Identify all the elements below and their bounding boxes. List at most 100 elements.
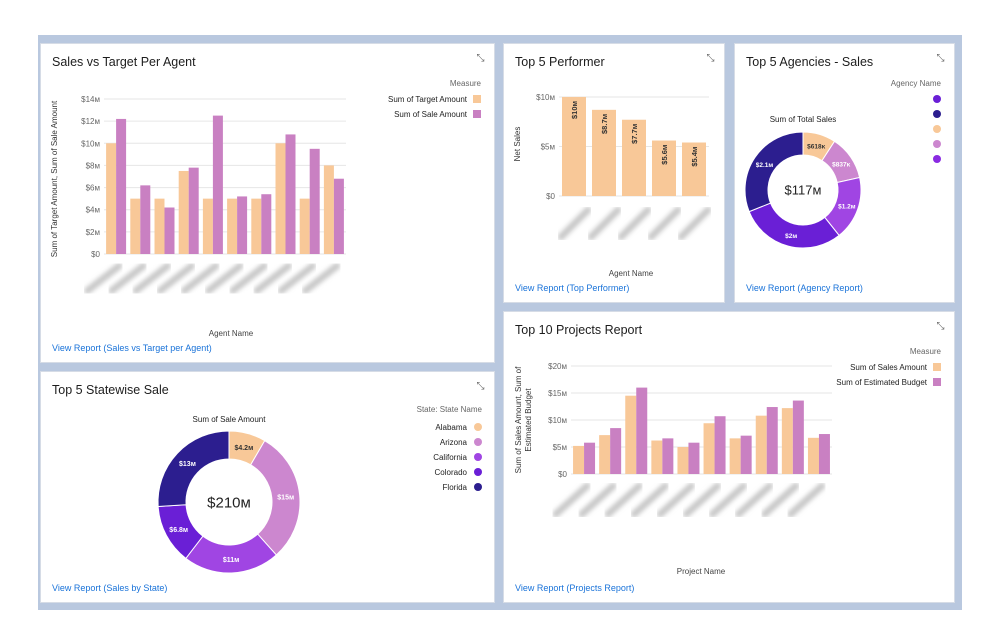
bar xyxy=(106,143,117,254)
blurred-axis-label xyxy=(84,262,123,295)
bar xyxy=(781,408,793,474)
legend-label: Alabama xyxy=(435,423,467,432)
bar xyxy=(285,134,296,254)
view-report-link[interactable]: View Report (Top Performer) xyxy=(515,283,630,293)
legend-swatch xyxy=(933,378,941,386)
legend-swatch xyxy=(474,483,482,491)
donut-center-total: $117м xyxy=(785,183,822,198)
bar xyxy=(275,143,286,254)
bar xyxy=(652,140,676,196)
y-axis-title: Net Sales xyxy=(513,127,522,162)
view-report-link[interactable]: View Report (Sales vs Target per Agent) xyxy=(52,343,212,353)
view-report-link[interactable]: View Report (Sales by State) xyxy=(52,583,168,593)
slice-label: $15м xyxy=(277,494,294,501)
top5-statewise-chart: Sum of Sale Amount $4.2м $15м $11м $6.8м $13м… xyxy=(157,405,483,574)
bar xyxy=(178,170,189,254)
expand-icon[interactable]: ⤡ xyxy=(476,53,485,64)
bar xyxy=(592,109,616,196)
legend-title: Measure xyxy=(910,347,942,356)
y-tick-label: $6м xyxy=(86,184,100,193)
bar xyxy=(677,447,689,474)
slice-label: $6.8м xyxy=(169,527,188,534)
view-report-link[interactable]: View Report (Projects Report) xyxy=(515,583,635,593)
bar xyxy=(625,395,637,474)
blurred-axis-label xyxy=(552,482,591,518)
bar xyxy=(610,428,622,474)
bar xyxy=(212,115,223,254)
card-title: Top 5 Agencies - Sales xyxy=(746,55,874,69)
y-tick-label: $5м xyxy=(553,443,567,452)
blurred-axis-label xyxy=(647,206,682,241)
legend-swatch xyxy=(933,155,941,163)
bar xyxy=(202,198,213,254)
legend-title: Agency Name xyxy=(891,79,942,88)
blurred-axis-label xyxy=(156,262,196,295)
expand-icon[interactable]: ⤡ xyxy=(936,53,945,64)
blurred-axis-label xyxy=(735,482,774,518)
legend-swatch xyxy=(474,468,482,476)
bar xyxy=(714,416,726,474)
x-axis-title: Project Name xyxy=(677,567,726,576)
y-tick-label: $8м xyxy=(86,161,100,170)
top5-performer-card: Top 5 Performer ⤡ $0 $5м $10м $10м $8.7м $7.7… xyxy=(503,43,725,303)
pie-slice xyxy=(744,131,804,213)
legend-swatch xyxy=(933,110,941,118)
legend-swatch xyxy=(933,95,941,103)
expand-icon[interactable]: ⤡ xyxy=(936,321,945,332)
blurred-axis-label xyxy=(656,482,695,518)
blurred-axis-label xyxy=(253,262,292,295)
slice-label: $2м xyxy=(785,233,797,240)
top5-statewise-card: Top 5 Statewise Sale ⤡ Sum of Sale Amoun… xyxy=(40,371,495,603)
legend-title: Measure xyxy=(450,79,482,88)
blurred-axis-label xyxy=(761,482,800,518)
blurred-axis-label xyxy=(277,262,317,295)
blurred-axis-label xyxy=(708,482,748,518)
bar xyxy=(703,423,715,474)
slice-label: $837κ xyxy=(832,161,850,168)
blurred-axis-label xyxy=(229,262,268,295)
y-axis-title: Estimated Budget xyxy=(524,388,533,452)
card-title: Top 5 Performer xyxy=(515,55,605,69)
slice-label: $1.2м xyxy=(838,204,856,211)
legend-label: Arizona xyxy=(440,438,468,447)
bar xyxy=(251,198,262,254)
pie-slice xyxy=(748,202,840,249)
legend-label: Sum of Target Amount xyxy=(388,95,468,104)
blurred-axis-label xyxy=(205,262,244,295)
bar xyxy=(818,434,830,474)
bar-data-label: $5.6м xyxy=(660,144,669,165)
view-report-link[interactable]: View Report (Agency Report) xyxy=(746,283,863,293)
y-tick-label: $2м xyxy=(86,228,100,237)
blurred-axis-label xyxy=(677,206,712,241)
blurred-axis-label xyxy=(578,482,617,518)
bar xyxy=(188,167,199,254)
top5-agencies-card: Top 5 Agencies - Sales ⤡ Sum of Total Sa… xyxy=(734,43,955,303)
bar xyxy=(140,185,151,254)
expand-icon[interactable]: ⤡ xyxy=(706,53,715,64)
y-tick-label: $10м xyxy=(536,93,555,102)
legend-swatch xyxy=(473,110,481,118)
bar xyxy=(130,198,141,254)
y-tick-label: $0 xyxy=(91,250,100,259)
y-tick-label: $10м xyxy=(548,416,567,425)
slice-label: $13м xyxy=(179,461,196,468)
pie-slice xyxy=(157,430,230,507)
legend-label: Florida xyxy=(443,483,468,492)
legend-swatch xyxy=(933,125,941,133)
bar-data-label: $8.7м xyxy=(600,113,609,134)
bar-data-label: $10м xyxy=(570,101,579,120)
pie-title: Sum of Sale Amount xyxy=(193,415,267,424)
bar xyxy=(237,196,248,254)
x-axis-title: Agent Name xyxy=(609,269,654,278)
slice-label: $11м xyxy=(223,557,239,564)
bar xyxy=(562,96,586,196)
blurred-axis-label xyxy=(682,482,722,518)
bar xyxy=(323,165,334,254)
y-tick-label: $20м xyxy=(548,362,567,371)
blurred-axis-label xyxy=(132,262,171,295)
blurred-axis-label xyxy=(108,262,147,295)
bar xyxy=(584,442,596,474)
bar xyxy=(622,119,646,196)
bar xyxy=(636,387,648,474)
expand-icon[interactable]: ⤡ xyxy=(476,381,485,392)
